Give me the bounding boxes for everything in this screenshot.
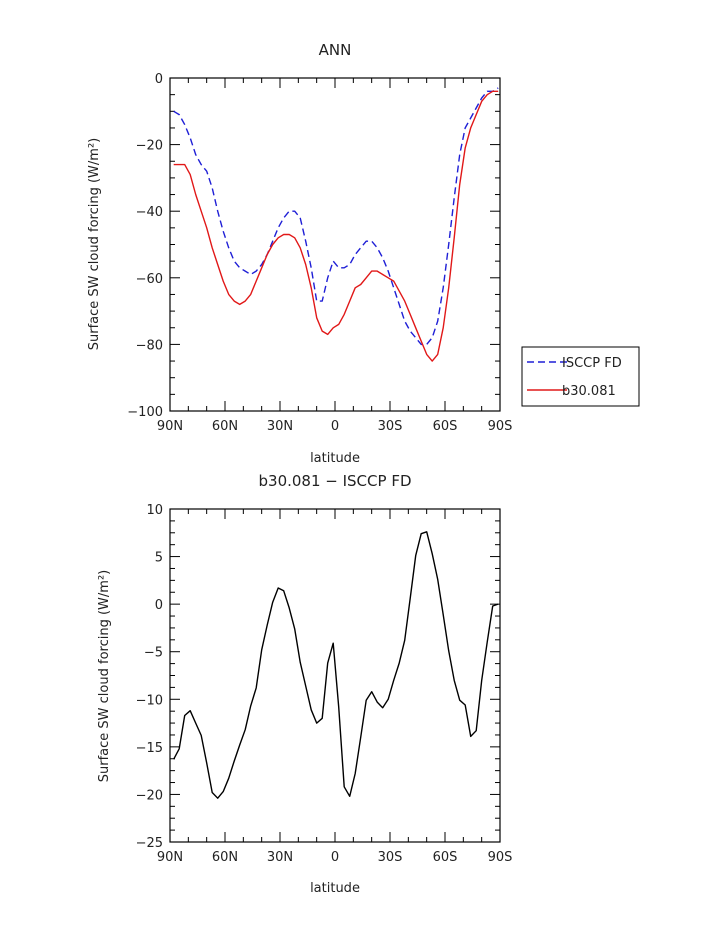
x-tick-label: 30N: [267, 419, 293, 434]
top-chart-title: ANN: [319, 41, 352, 59]
x-tick-label: 60S: [433, 419, 458, 434]
x-tick-label: 60N: [212, 850, 238, 865]
y-tick-label: −5: [144, 646, 163, 661]
bottom-chart-frame: [169, 508, 501, 843]
series-line-isccp-fd: [173, 87, 499, 346]
top-chart-xlabel: latitude: [310, 451, 360, 466]
y-tick-label: −80: [136, 338, 163, 353]
x-tick-label: 0: [331, 850, 339, 865]
top-chart-frame: [169, 77, 501, 412]
legend-label-b30: b30.081: [562, 384, 616, 399]
x-tick-label: 90N: [157, 419, 183, 434]
legend-box: [521, 346, 640, 407]
y-tick-label: −60: [136, 272, 163, 287]
legend-label-isccp: ISCCP FD: [562, 356, 622, 371]
x-tick-label: 90S: [488, 850, 513, 865]
bottom-chart: b30.081 − ISCCP FD 90N 60N 30N 0 30S 60S 90S 10…: [97, 472, 512, 896]
bottom-chart-series: [173, 531, 499, 799]
x-tick-label: 60S: [433, 850, 458, 865]
y-tick-label: 0: [155, 72, 163, 87]
x-tick-label: 90S: [488, 419, 513, 434]
y-tick-label: 0: [155, 598, 163, 613]
x-tick-label: 0: [331, 419, 339, 434]
x-tick-label: 30S: [378, 850, 403, 865]
x-tick-label: 30N: [267, 850, 293, 865]
series-line-b30-081: [173, 90, 499, 362]
legend: ISCCP FD b30.081: [521, 346, 640, 407]
y-tick-label: 10: [146, 503, 163, 518]
y-tick-label: −15: [136, 741, 163, 756]
x-tick-label: 90N: [157, 850, 183, 865]
y-tick-label: −20: [136, 788, 163, 803]
series-line-difference: [173, 531, 499, 799]
x-tick-label: 60N: [212, 419, 238, 434]
bottom-chart-xlabel: latitude: [310, 881, 360, 896]
y-tick-label: −40: [136, 205, 163, 220]
y-tick-label: −25: [136, 836, 163, 851]
bottom-chart-title: b30.081 − ISCCP FD: [259, 472, 412, 490]
top-chart-series: [173, 87, 499, 362]
top-chart-ticks: 90N 60N 30N 0 30S 60S 90S 0 −20 −40 −60 −80 −100: [127, 72, 512, 434]
top-chart: ANN 90N 60N 30N 0 30S 60S 90S 0 −20 −40 −60 −80 −100…: [87, 41, 640, 466]
y-tick-label: −20: [136, 139, 163, 154]
x-tick-label: 30S: [378, 419, 403, 434]
y-tick-label: 5: [155, 551, 163, 566]
bottom-chart-ylabel: Surface SW cloud forcing (W/m²): [97, 570, 112, 782]
top-chart-ylabel: Surface SW cloud forcing (W/m²): [87, 138, 102, 350]
y-tick-label: −10: [136, 693, 163, 708]
y-tick-label: −100: [127, 405, 163, 420]
